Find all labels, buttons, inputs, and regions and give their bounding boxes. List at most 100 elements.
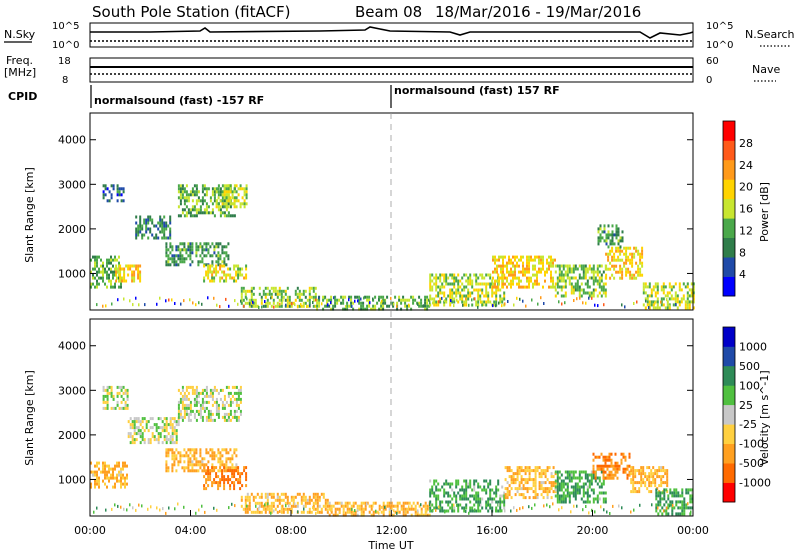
range-cell	[90, 485, 92, 489]
range-cell	[207, 267, 210, 271]
range-cell	[461, 300, 464, 304]
range-cell	[135, 417, 138, 421]
range-cell	[417, 509, 419, 513]
range-cell	[169, 218, 172, 222]
range-cell	[262, 504, 265, 508]
range-cell	[219, 478, 222, 482]
range-cell	[115, 267, 118, 271]
range-cell	[286, 286, 289, 290]
range-cell	[363, 296, 365, 300]
range-cell	[169, 441, 172, 445]
range-cell	[245, 190, 248, 194]
range-cell	[153, 423, 156, 427]
range-cell	[471, 303, 474, 307]
range-cell	[514, 472, 517, 476]
range-cell	[221, 270, 224, 274]
range-cell	[118, 261, 120, 265]
range-cell	[310, 498, 313, 502]
range-cell	[660, 484, 663, 488]
range-cell	[475, 273, 478, 277]
range-cell	[334, 301, 337, 305]
range-cell	[205, 242, 208, 246]
range-cell	[564, 494, 567, 498]
range-cell	[227, 190, 230, 194]
range-cell	[219, 242, 222, 246]
range-cell	[124, 400, 127, 404]
range-cell	[235, 403, 238, 407]
range-cell	[663, 488, 666, 492]
range-cell	[570, 282, 573, 286]
range-cell	[211, 273, 214, 277]
range-cell	[315, 511, 317, 515]
range-cell	[497, 500, 500, 504]
range-cell	[445, 273, 448, 277]
range-cell	[217, 451, 220, 455]
range-cell	[469, 279, 472, 283]
range-cell	[414, 507, 417, 511]
range-cell	[584, 476, 587, 480]
range-cell	[96, 258, 98, 262]
range-cell	[652, 475, 655, 479]
range-cell	[536, 276, 538, 280]
range-cell	[332, 504, 335, 508]
range-cell	[592, 473, 595, 477]
range-cell	[681, 494, 684, 498]
range-cell	[221, 264, 224, 268]
range-cell	[499, 297, 502, 301]
ground-scatter	[93, 502, 692, 515]
range-cell	[195, 394, 198, 398]
range-cell	[205, 263, 208, 267]
range-cell	[590, 470, 593, 474]
range-cell	[209, 388, 212, 392]
range-cell	[631, 258, 634, 262]
range-cell	[201, 190, 204, 194]
range-cell	[199, 211, 202, 215]
range-cell	[306, 298, 309, 302]
scatter-region	[592, 452, 631, 480]
range-cell	[177, 248, 180, 252]
range-cell	[592, 270, 595, 274]
range-cell	[98, 276, 100, 280]
range-cell	[586, 473, 589, 477]
range-cell	[372, 510, 375, 514]
range-cell	[604, 497, 607, 501]
range-cell	[175, 248, 178, 252]
range-cell	[506, 285, 508, 289]
range-cell	[294, 504, 297, 508]
range-cell	[692, 285, 695, 289]
power-data	[90, 184, 695, 311]
range-cell	[461, 288, 464, 292]
range-cell	[594, 479, 597, 483]
range-cell	[414, 298, 417, 302]
range-cell	[524, 285, 526, 289]
range-cell	[229, 190, 232, 194]
range-cell	[280, 492, 283, 496]
range-cell	[641, 261, 644, 265]
range-cell	[187, 457, 190, 461]
range-cell	[538, 258, 540, 262]
range-cell	[592, 279, 595, 283]
range-cell	[592, 458, 595, 462]
range-cell	[225, 297, 227, 301]
range-cell	[104, 467, 106, 471]
range-cell	[114, 406, 117, 410]
range-cell	[670, 297, 673, 301]
range-cell	[201, 400, 204, 404]
range-cell	[229, 412, 232, 416]
range-cell	[334, 304, 337, 308]
range-cell	[534, 503, 536, 507]
range-cell	[616, 461, 619, 465]
range-cell	[390, 507, 393, 511]
range-cell	[209, 448, 212, 452]
range-cell	[471, 506, 474, 510]
range-cell	[429, 494, 432, 498]
range-cell	[604, 461, 607, 465]
range-cell	[646, 475, 649, 479]
range-cell	[586, 476, 589, 480]
freq-panel: Freq. [MHz] 18 8 60 0 Nave	[4, 54, 780, 86]
range-cell	[657, 512, 660, 516]
range-cell	[92, 255, 94, 259]
range-cell	[291, 302, 293, 306]
range-cell	[106, 385, 109, 389]
range-cell	[254, 495, 257, 499]
